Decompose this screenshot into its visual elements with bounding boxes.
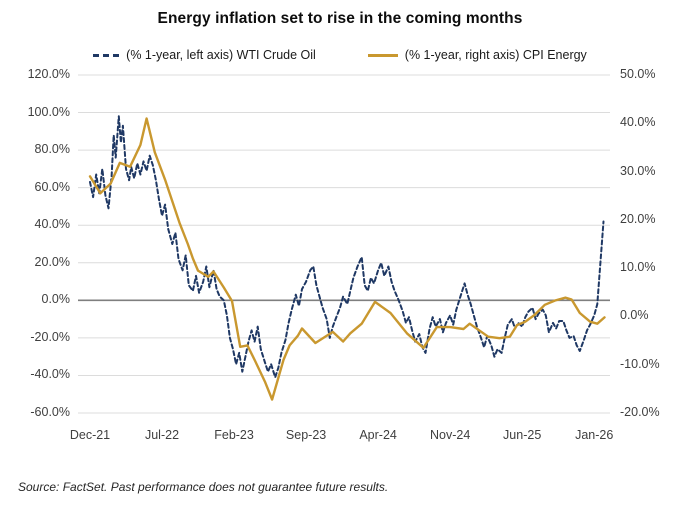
x-axis-tick: Nov-24 — [429, 428, 471, 442]
source-note: Source: FactSet. Past performance does n… — [18, 480, 389, 494]
cpi-solid-line-icon — [367, 53, 398, 57]
right-axis-tick: 50.0% — [620, 67, 656, 81]
chart-legend: (% 1-year, left axis) WTI Crude Oil (% 1… — [0, 48, 680, 62]
x-axis-tick: Jul-22 — [144, 428, 180, 442]
left-axis-tick: 100.0% — [27, 104, 70, 119]
legend-label-cpi: (% 1-year, right axis) CPI Energy — [404, 48, 587, 62]
left-axis-tick: 120.0% — [27, 67, 70, 81]
x-axis-tick: Jan-26 — [575, 428, 614, 442]
right-axis-tick: 30.0% — [620, 163, 656, 178]
right-axis-tick: 0.0% — [620, 308, 649, 323]
x-axis-tick: Apr-24 — [359, 428, 397, 442]
cpi-series-line — [88, 117, 606, 401]
left-axis-tick: -40.0% — [30, 367, 70, 382]
legend-item-cpi: (% 1-year, right axis) CPI Energy — [367, 48, 587, 62]
left-axis-tick: -20.0% — [30, 329, 70, 344]
right-axis-tick: 10.0% — [620, 260, 656, 275]
right-axis-tick: -20.0% — [620, 405, 660, 419]
left-axis-tick: 60.0% — [34, 179, 70, 194]
right-axis-tick: 20.0% — [620, 211, 656, 226]
legend-label-wti: (% 1-year, left axis) WTI Crude Oil — [126, 48, 316, 62]
right-axis-tick: -10.0% — [620, 356, 660, 371]
legend-item-wti: (% 1-year, left axis) WTI Crude Oil — [93, 48, 316, 62]
x-axis-tick: Feb-23 — [214, 428, 254, 442]
left-axis-tick: -60.0% — [30, 405, 70, 419]
left-axis-tick: 40.0% — [34, 217, 70, 232]
right-axis-tick: 40.0% — [620, 115, 656, 130]
left-axis-tick: 80.0% — [34, 142, 70, 157]
x-axis-tick: Jun-25 — [503, 428, 542, 442]
left-axis-tick: 20.0% — [34, 254, 70, 269]
x-axis-tick: Dec-21 — [69, 428, 111, 442]
chart-title: Energy inflation set to rise in the comi… — [157, 10, 523, 27]
wti-dashed-line-icon — [93, 53, 120, 57]
x-axis-tick: Sep-23 — [285, 428, 327, 442]
left-axis-tick: 0.0% — [41, 292, 71, 307]
